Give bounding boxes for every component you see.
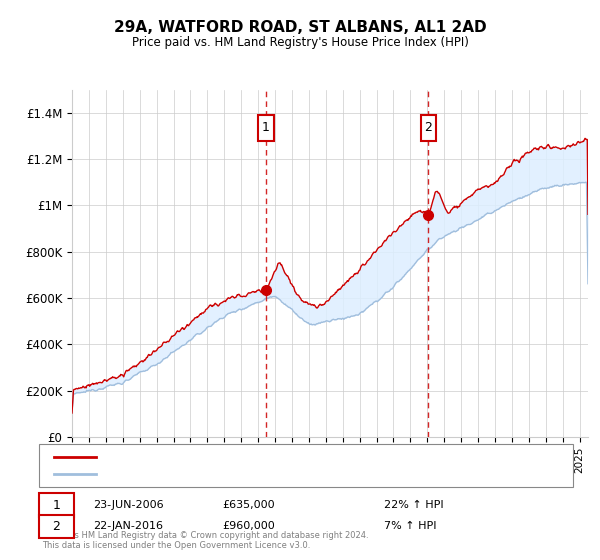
Text: 2: 2 — [52, 520, 61, 533]
Text: 2: 2 — [424, 122, 432, 134]
Text: £960,000: £960,000 — [222, 521, 275, 531]
Text: 23-JUN-2006: 23-JUN-2006 — [93, 500, 164, 510]
FancyBboxPatch shape — [259, 115, 274, 141]
Text: 29A, WATFORD ROAD, ST ALBANS, AL1 2AD (detached house): 29A, WATFORD ROAD, ST ALBANS, AL1 2AD (d… — [102, 451, 424, 461]
Text: 22% ↑ HPI: 22% ↑ HPI — [384, 500, 443, 510]
Text: HPI: Average price, detached house, St Albans: HPI: Average price, detached house, St A… — [102, 469, 344, 479]
Text: 1: 1 — [52, 498, 61, 512]
Text: Price paid vs. HM Land Registry's House Price Index (HPI): Price paid vs. HM Land Registry's House … — [131, 36, 469, 49]
Text: 29A, WATFORD ROAD, ST ALBANS, AL1 2AD: 29A, WATFORD ROAD, ST ALBANS, AL1 2AD — [113, 20, 487, 35]
Text: 22-JAN-2016: 22-JAN-2016 — [93, 521, 163, 531]
Text: 7% ↑ HPI: 7% ↑ HPI — [384, 521, 436, 531]
Text: 1: 1 — [262, 122, 270, 134]
Text: £635,000: £635,000 — [222, 500, 275, 510]
FancyBboxPatch shape — [421, 115, 436, 141]
Text: Contains HM Land Registry data © Crown copyright and database right 2024.
This d: Contains HM Land Registry data © Crown c… — [42, 530, 368, 550]
